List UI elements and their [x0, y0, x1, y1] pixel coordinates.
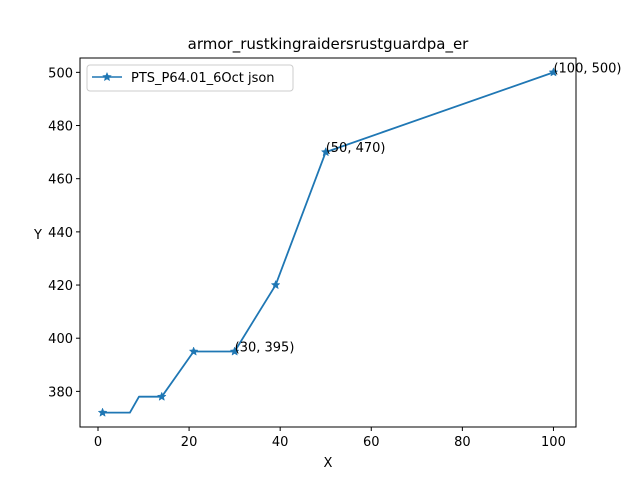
- data-point-annotation: (100, 500): [553, 61, 621, 76]
- data-point-annotation: (50, 470): [326, 141, 386, 156]
- y-tick-label: 480: [48, 120, 73, 135]
- y-tick-label: 400: [48, 332, 73, 347]
- chart-title: armor_rustkingraidersrustguardpa_er: [188, 35, 470, 54]
- y-axis: 380 400 420 440 460 480 500: [48, 66, 80, 400]
- legend-marker: [102, 71, 112, 82]
- legend-label: PTS_P64.01_6Oct json: [131, 71, 275, 86]
- data-point-marker: [156, 391, 167, 401]
- axes-frame: [79, 57, 577, 428]
- legend-box: [86, 64, 294, 92]
- x-axis: 0 20 40 60 80 100: [94, 427, 566, 450]
- x-tick-label: 100: [541, 435, 566, 450]
- y-tick-label: 440: [48, 226, 73, 241]
- x-tick-label: 20: [181, 435, 198, 450]
- y-tick-label: 380: [48, 385, 73, 400]
- data-point-marker: [97, 407, 108, 417]
- y-tick-label: 500: [48, 66, 73, 81]
- data-point-marker: [270, 279, 281, 290]
- y-tick-label: 460: [48, 173, 73, 188]
- data-point-annotation: (30, 395): [235, 340, 295, 355]
- legend-star-icon: [102, 71, 112, 82]
- data-point-marker: [188, 346, 199, 356]
- x-axis-label: X: [324, 456, 333, 471]
- data-point-marker: [320, 146, 331, 157]
- x-tick-label: 40: [272, 435, 289, 450]
- plot-area: (30, 395) (50, 470) (100, 500): [97, 61, 622, 417]
- y-axis-label: Y: [33, 228, 42, 243]
- x-tick-label: 80: [454, 435, 471, 450]
- legend: PTS_P64.01_6Oct json: [86, 64, 294, 92]
- x-tick-label: 60: [363, 435, 380, 450]
- y-tick-label: 420: [48, 279, 73, 294]
- data-point-marker: [548, 67, 559, 77]
- data-point-marker: [229, 346, 240, 356]
- x-tick-label: 0: [94, 435, 102, 450]
